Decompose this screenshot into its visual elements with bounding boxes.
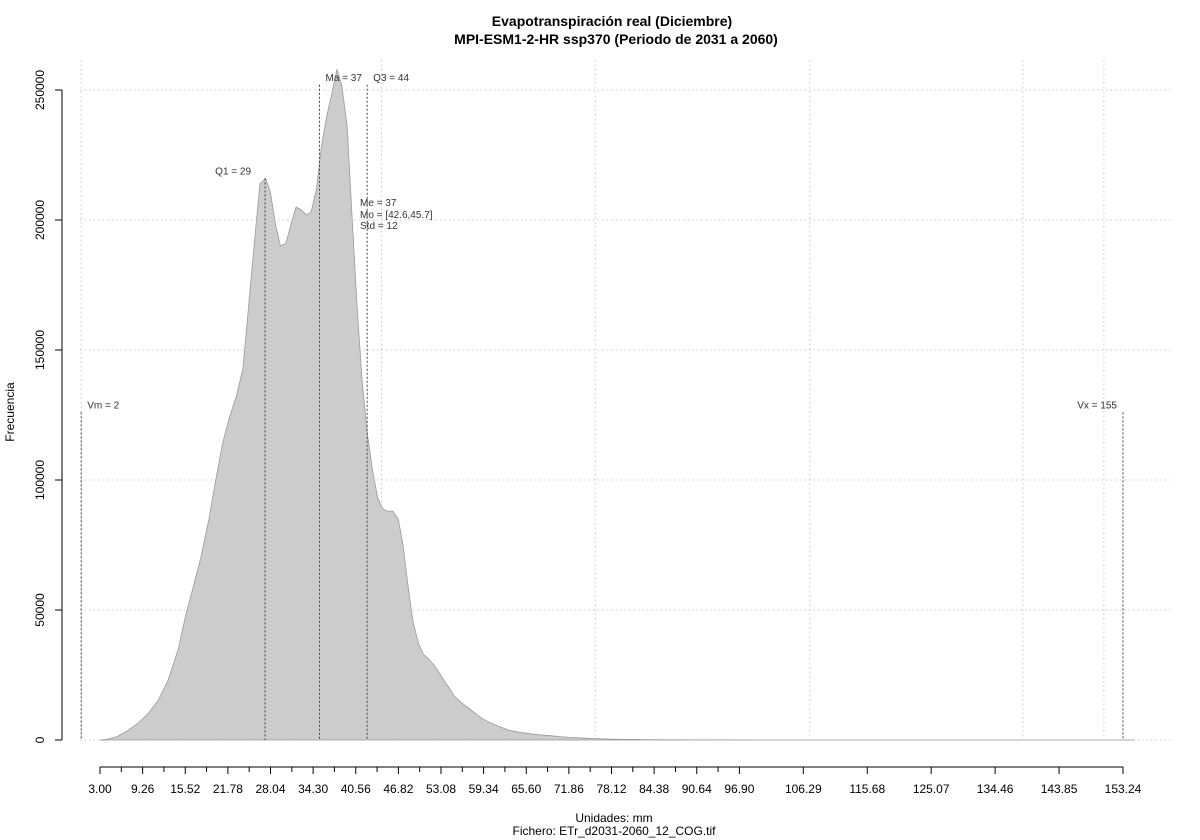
stat-markers: Vm = 2 Q1 = 29 Ma = 37 Q3 = 44 Vx = 155 (80, 73, 1124, 740)
axes: 0 50000 100000 150000 200000 250000 3.00 9.26 15… (33, 70, 1142, 796)
stat-std-label: Std = 12 (360, 221, 398, 232)
marker-label: Vx = 155 (1077, 400, 1117, 411)
x-tick-label: 46.82 (383, 782, 413, 796)
x-tick-label: 134.46 (977, 782, 1014, 796)
x-axis-title: Unidades: mm (575, 811, 652, 825)
x-tick-label: 90.64 (682, 782, 712, 796)
y-axis-title: Frecuencia (3, 382, 17, 442)
x-tick-label: 153.24 (1105, 782, 1142, 796)
x-tick-label: 78.12 (596, 782, 626, 796)
x-tick-label: 143.85 (1041, 782, 1078, 796)
y-tick-label: 250000 (33, 70, 47, 110)
x-tick-label: 21.78 (213, 782, 243, 796)
x-tick-label: 96.90 (724, 782, 754, 796)
x-tick-label: 65.60 (511, 782, 541, 796)
stat-median-label: Me = 37 (360, 198, 397, 209)
y-tick-label: 150000 (33, 330, 47, 370)
x-tick-label: 15.52 (170, 782, 200, 796)
x-tick-label: 106.29 (785, 782, 822, 796)
x-tick-label: 40.56 (341, 782, 371, 796)
density-area-path (99, 69, 1135, 741)
x-tick-label: 3.00 (88, 782, 112, 796)
x-tick-label: 53.08 (426, 782, 456, 796)
x-tick-label: 28.04 (255, 782, 285, 796)
marker-label: Vm = 2 (87, 400, 119, 411)
x-tick-label: 125.07 (913, 782, 950, 796)
chart-subtitle: MPI-ESM1-2-HR ssp370 (Periodo de 2031 a … (454, 31, 778, 47)
marker-label: Q3 = 44 (373, 73, 409, 84)
x-tick-label: 115.68 (849, 782, 885, 796)
x-tick-label: 71.86 (554, 782, 584, 796)
density-area (99, 69, 1135, 741)
chart-title: Evapotranspiración real (Diciembre) (492, 13, 732, 29)
source-file-label: Fichero: ETr_d2031-2060_12_COG.tif (513, 824, 717, 838)
y-tick-label: 200000 (33, 200, 47, 240)
y-tick-label: 50000 (33, 593, 47, 627)
y-tick-label: 0 (33, 736, 47, 743)
marker-label: Q1 = 29 (215, 166, 251, 177)
x-tick-label: 84.38 (639, 782, 669, 796)
x-tick-label: 9.26 (131, 782, 155, 796)
x-tick-label: 59.34 (469, 782, 499, 796)
stat-mode-label: Mo = [42.6,45.7] (360, 210, 433, 221)
x-tick-label: 34.30 (298, 782, 328, 796)
marker-label: Ma = 37 (326, 73, 363, 84)
y-tick-label: 100000 (33, 460, 47, 500)
